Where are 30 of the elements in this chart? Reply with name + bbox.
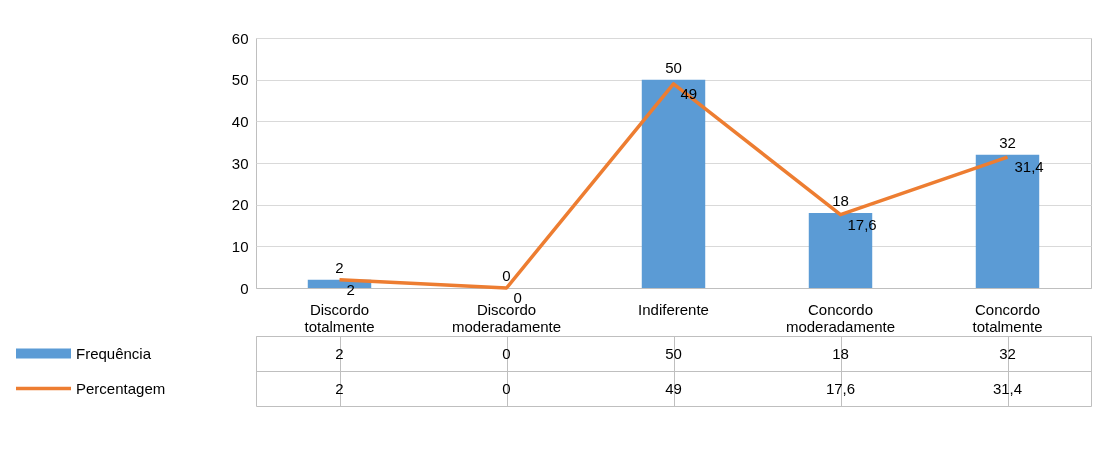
bar bbox=[641, 79, 706, 288]
data-label: 31,4 bbox=[992, 379, 1023, 397]
x-tick-label: Concordo moderadamente bbox=[785, 300, 896, 335]
x-tick-label: Concordo totalmente bbox=[972, 300, 1043, 335]
data-label: 2 bbox=[335, 344, 344, 362]
y-tick-label: 30 bbox=[231, 154, 249, 172]
x-tick-label: Discordo totalmente bbox=[304, 300, 375, 335]
text: 18 bbox=[832, 192, 849, 209]
text: 50 bbox=[665, 58, 682, 76]
text: 32 bbox=[999, 133, 1016, 151]
data-label: 18 bbox=[832, 344, 849, 362]
y-tick-label: 0 bbox=[240, 279, 249, 297]
x-tick-label: Indiferente bbox=[638, 300, 709, 318]
text: 0 bbox=[502, 267, 511, 284]
data-label: 50 bbox=[665, 344, 682, 362]
y-tick-label: 20 bbox=[231, 196, 249, 214]
text: 0 bbox=[513, 289, 522, 306]
legend-label: Frequência bbox=[76, 344, 152, 362]
data-label: 49 bbox=[665, 379, 682, 397]
data-label: 0 bbox=[502, 344, 511, 362]
data-label: 2 bbox=[335, 379, 344, 397]
text: 2 bbox=[335, 258, 344, 276]
legend-label: Percentagem bbox=[76, 379, 166, 397]
y-tick-label: 50 bbox=[231, 71, 249, 89]
data-label: 0 bbox=[502, 379, 511, 397]
y-tick-label: 60 bbox=[231, 29, 249, 47]
data-label: 32 bbox=[999, 344, 1016, 362]
data-label: 17,6 bbox=[825, 379, 856, 397]
y-tick-label: 10 bbox=[231, 237, 249, 255]
y-tick-label: 40 bbox=[231, 112, 249, 130]
